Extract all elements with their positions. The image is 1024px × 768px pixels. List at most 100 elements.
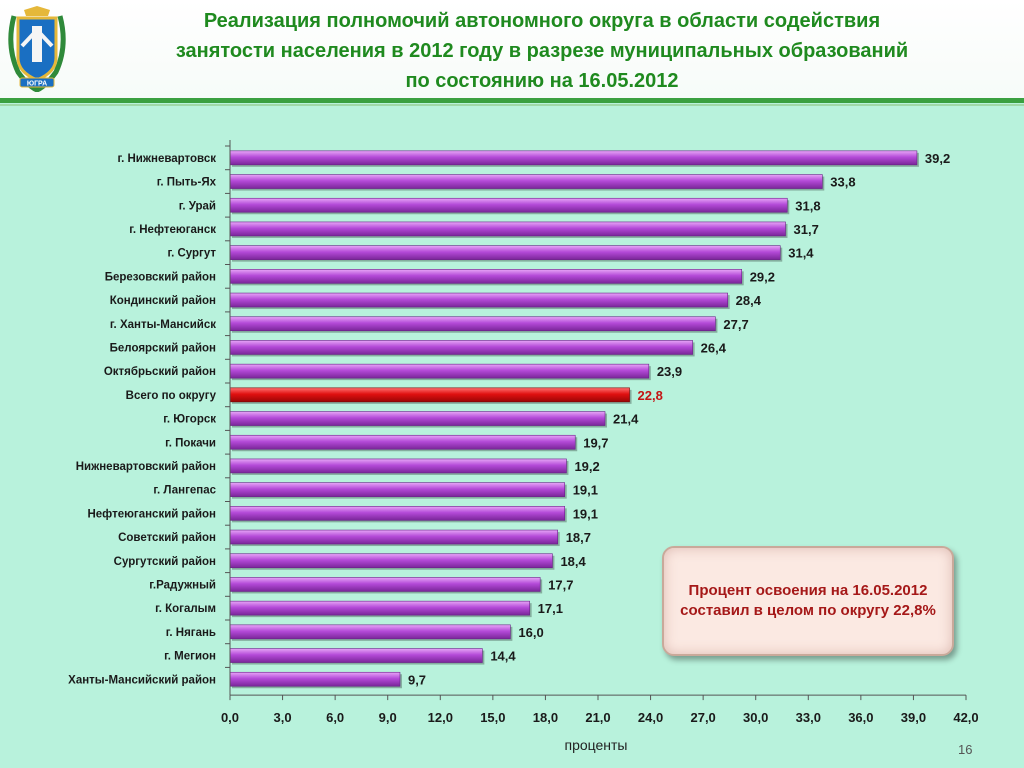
- category-label: г. Пыть-Ях: [157, 177, 217, 189]
- bar: [229, 411, 606, 426]
- category-label: Белоярский район: [110, 342, 216, 354]
- x-tick-label: 30,0: [743, 710, 768, 725]
- value-label: 31,7: [794, 222, 819, 237]
- x-tick-label: 9,0: [379, 710, 397, 725]
- bars-layer: г. Нижневартовск 39,2 г. Пыть-Ях 33,8 г. Ура…: [68, 150, 950, 689]
- x-axis: 0,0 3,0 6,0 9,0 12,0 15,0 18,0 21,0 24,0 27,0 30,0…: [221, 140, 979, 725]
- category-label: Ханты-Мансийский район: [68, 674, 216, 686]
- value-label: 19,1: [573, 506, 598, 521]
- summary-callout: Процент освоения на 16.05.2012 составил …: [662, 546, 954, 656]
- bar: [229, 506, 566, 521]
- x-tick-label: 6,0: [326, 710, 344, 725]
- value-label: 26,4: [701, 340, 727, 355]
- bar: [229, 434, 576, 450]
- value-label: 9,7: [408, 672, 426, 687]
- bar: [229, 600, 530, 616]
- category-label: г.Радужный: [149, 579, 216, 591]
- bar: [229, 624, 511, 640]
- value-label: 19,2: [574, 459, 599, 474]
- bar: [229, 671, 401, 687]
- value-label: 23,9: [657, 364, 682, 379]
- slide-title: Реализация полномочий автономного округа…: [92, 6, 992, 96]
- value-label: 18,4: [560, 554, 586, 569]
- category-label: Нижневартовский район: [76, 461, 216, 473]
- value-label: 19,7: [583, 435, 608, 450]
- title-line-2: занятости населения в 2012 году в разрез…: [175, 40, 909, 62]
- category-label: г. Урай: [179, 200, 216, 212]
- category-label: г. Лангепас: [153, 485, 216, 497]
- bar: [229, 316, 716, 332]
- category-label: Березовский район: [105, 271, 216, 283]
- value-label: 17,7: [548, 577, 573, 592]
- category-label: г. Нефтеюганск: [129, 224, 216, 236]
- category-label: г. Ханты-Мансийск: [110, 319, 216, 331]
- bar: [229, 197, 788, 213]
- value-label: 18,7: [566, 530, 591, 545]
- title-line-3: по состоянию на 16.05.2012: [405, 70, 679, 92]
- bar: [229, 363, 650, 379]
- value-label: 29,2: [750, 269, 775, 284]
- category-label: Сургутский район: [114, 556, 216, 568]
- value-label: 14,4: [490, 649, 516, 664]
- slide-header: ЮГРА Реализация полномочий автономного о…: [0, 0, 1024, 100]
- bar: [229, 292, 728, 308]
- header-divider-thin: [0, 104, 1024, 106]
- value-label: 17,1: [538, 601, 563, 616]
- category-label: г. Нижневартовск: [117, 153, 216, 165]
- value-label: 33,8: [830, 175, 855, 190]
- value-label: 22,8: [638, 388, 663, 403]
- bar: [229, 577, 541, 592]
- x-tick-label: 3,0: [274, 710, 292, 725]
- category-label: г. Мегион: [164, 651, 216, 663]
- x-tick-label: 36,0: [848, 710, 873, 725]
- bar: [229, 553, 553, 569]
- x-tick-label: 0,0: [221, 710, 239, 725]
- bar: [229, 648, 483, 663]
- bar: [229, 529, 558, 545]
- category-label: г. Югорск: [163, 414, 216, 426]
- category-label: г. Нягань: [166, 627, 216, 639]
- category-label: Октябрьский район: [104, 366, 216, 378]
- bar: [229, 221, 786, 237]
- category-label: Нефтеюганский район: [87, 508, 216, 520]
- value-label: 39,2: [925, 151, 950, 166]
- category-label: Кондинский район: [110, 295, 216, 307]
- x-tick-label: 24,0: [638, 710, 663, 725]
- coat-of-arms-icon: ЮГРА: [8, 6, 66, 92]
- x-tick-label: 42,0: [953, 710, 978, 725]
- category-label: Советский район: [118, 532, 216, 544]
- bar-highlight: [229, 387, 630, 403]
- bar: [229, 458, 567, 474]
- x-tick-label: 27,0: [690, 710, 715, 725]
- value-label: 27,7: [723, 317, 748, 332]
- emblem-text: ЮГРА: [27, 81, 47, 88]
- x-axis-title: проценты: [564, 737, 627, 753]
- x-tick-label: 21,0: [585, 710, 610, 725]
- value-label: 21,4: [613, 412, 639, 427]
- bar: [229, 174, 823, 189]
- bar: [229, 269, 742, 284]
- x-tick-label: 39,0: [901, 710, 926, 725]
- value-label: 28,4: [736, 293, 762, 308]
- x-tick-label: 15,0: [480, 710, 505, 725]
- page-number: 16: [958, 742, 973, 757]
- bar: [229, 150, 918, 166]
- category-label: г. Покачи: [165, 437, 216, 449]
- value-label: 31,8: [795, 198, 820, 213]
- value-label: 19,1: [573, 483, 598, 498]
- x-tick-label: 33,0: [796, 710, 821, 725]
- title-line-1: Реализация полномочий автономного округа…: [203, 10, 881, 32]
- bar-chart: г. Нижневартовск 39,2 г. Пыть-Ях 33,8 г. Ура…: [68, 140, 979, 753]
- bar: [229, 482, 566, 497]
- value-label: 31,4: [788, 246, 814, 261]
- category-label: Всего по округу: [126, 390, 217, 402]
- bar: [229, 340, 693, 355]
- x-tick-label: 12,0: [428, 710, 453, 725]
- category-label: г. Когалым: [155, 603, 216, 615]
- value-label: 16,0: [518, 625, 543, 640]
- bar: [229, 245, 781, 260]
- header-divider: [0, 98, 1024, 103]
- category-label: г. Сургут: [167, 248, 216, 260]
- callout-text: Процент освоения на 16.05.2012 составил …: [680, 582, 936, 619]
- x-tick-label: 18,0: [533, 710, 558, 725]
